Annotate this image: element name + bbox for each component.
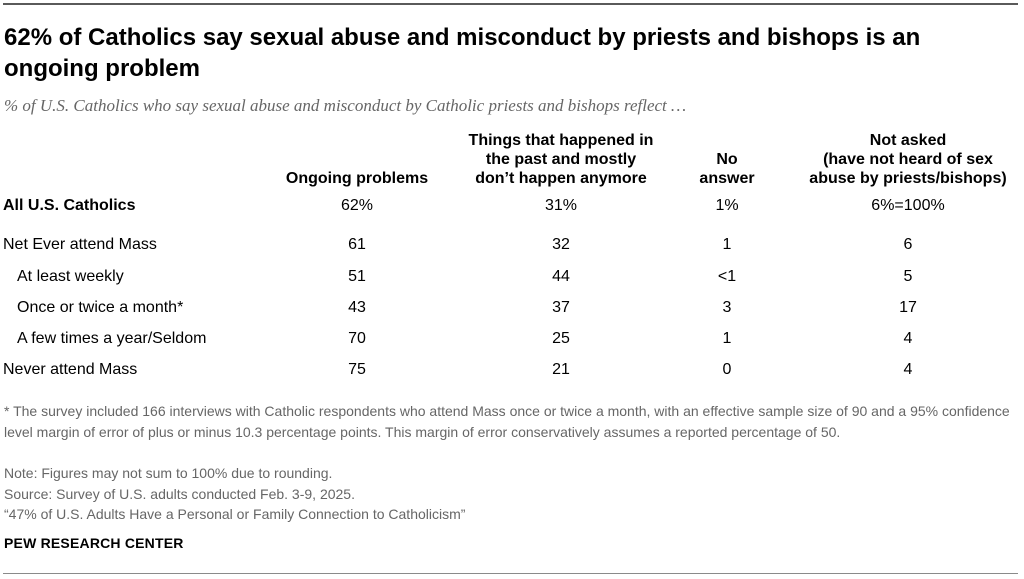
table-cell: 1% (715, 197, 739, 214)
footnote: * The survey included 166 interviews wit… (4, 403, 1010, 440)
table-cell: 75 (348, 361, 366, 378)
table-cell: 4 (903, 330, 913, 347)
row-label: All U.S. Catholics (3, 197, 136, 214)
table-cell: 32 (552, 236, 570, 253)
chart-title: 62% of Catholics say sexual abuse and mi… (4, 24, 921, 82)
row-label: At least weekly (17, 268, 124, 285)
table-cell: 37 (552, 299, 570, 316)
table-cell: 61 (348, 236, 366, 253)
brand-logo-text: PEW RESEARCH CENTER (4, 535, 184, 551)
column-header-line: abuse by priests/bishops) (809, 170, 1007, 187)
table-cell: 43 (348, 299, 366, 316)
table-cell: 0 (722, 361, 732, 378)
table-cell: 4 (903, 361, 913, 378)
table-cell: 6 (903, 236, 913, 253)
column-header-1: Ongoing problems (227, 169, 487, 188)
table-cell: 3 (722, 299, 732, 316)
row-label: Net Ever attend Mass (3, 236, 157, 253)
table-cell: 51 (348, 268, 366, 285)
table-cell: <1 (717, 268, 737, 285)
table-cell: 17 (899, 299, 917, 316)
column-header-4: Not asked (have not heard of sex abuse by … (778, 131, 1024, 188)
table-cell: 31% (544, 197, 578, 214)
table-cell: 5 (903, 268, 913, 285)
table-cell: 6%=100% (871, 197, 945, 214)
table-cell: 1 (722, 236, 732, 253)
top-rule (3, 3, 1018, 5)
column-header-line: answer (699, 170, 755, 187)
column-header-line: No (716, 151, 738, 168)
column-header-line: Not asked (869, 132, 947, 149)
column-header-line: the past and mostly (485, 151, 637, 168)
table-cell: 44 (552, 268, 570, 285)
table-cell: 70 (348, 330, 366, 347)
row-label: Once or twice a month* (17, 299, 184, 316)
table-cell: 62% (340, 197, 374, 214)
source: Source: Survey of U.S. adults conducted … (4, 486, 355, 502)
note: Note: Figures may not sum to 100% due to… (4, 465, 333, 481)
chart-subtitle: % of U.S. Catholics who say sexual abuse… (4, 96, 687, 115)
column-header-line: (have not heard of sex (823, 151, 993, 168)
column-header-2: Things that happened in the past and most… (431, 131, 691, 188)
table-cell: 21 (552, 361, 570, 378)
column-header-line: don’t happen anymore (475, 170, 647, 187)
row-label: Never attend Mass (3, 361, 138, 378)
column-header-line: Ongoing problems (285, 170, 429, 187)
column-header-3: No answer (597, 150, 857, 188)
report-title: “47% of U.S. Adults Have a Personal or F… (4, 506, 466, 522)
table-cell: 25 (552, 330, 570, 347)
column-header-line: Things that happened in (468, 132, 654, 149)
row-label: A few times a year/Seldom (17, 330, 207, 347)
bottom-rule (3, 573, 1018, 574)
table-cell: 1 (722, 330, 732, 347)
